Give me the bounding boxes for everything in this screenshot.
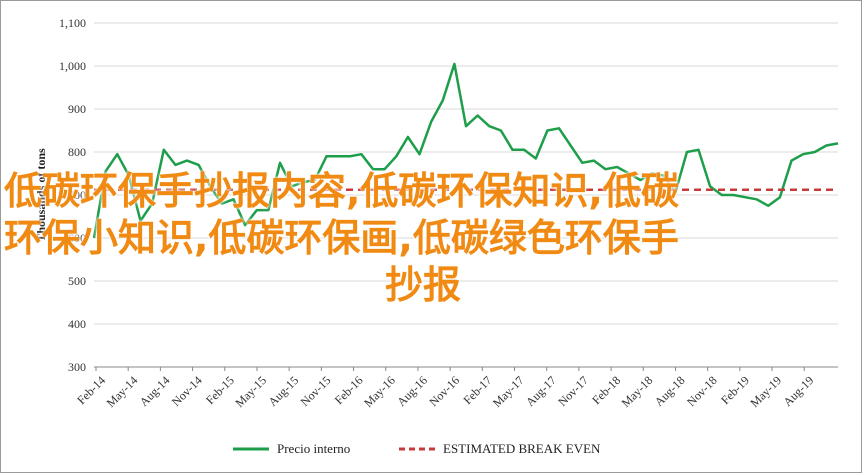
series-layer [92,62,839,239]
y-tick-label: 1,100 [59,16,86,30]
series-precio-interno-line [92,62,839,239]
y-tick-label: 300 [68,360,86,374]
y-tick-label: 400 [68,317,86,331]
x-tick-label: Aug-19 [781,373,817,409]
x-tick-label: Aug-18 [652,373,688,409]
x-tick-label: May-15 [232,373,269,410]
x-tick-label: Feb-14 [74,373,108,407]
x-tick-label: Feb-15 [203,373,237,407]
y-tick-labels: 300 400 500 600 700 800 900 1,000 1,100 [59,16,86,374]
y-tick-label: 700 [68,188,86,202]
x-tick-label: May-17 [490,373,527,410]
x-tick-label: Nov-14 [169,373,205,409]
x-tick-label: May-16 [361,373,398,410]
x-tick-label: Feb-19 [718,373,752,407]
y-tick-label: 600 [68,231,86,245]
legend-label-precio-interno: Precio interno [277,441,350,456]
x-tick-label: Nov-15 [298,373,334,409]
x-tick-label: May-14 [104,373,141,410]
y-tick-label: 900 [68,102,86,116]
legend-label-break-even: ESTIMATED BREAK EVEN [443,441,601,456]
x-tick-label: Aug-15 [265,373,301,409]
gridlines [94,22,838,325]
x-tick-label: Feb-16 [332,373,366,407]
y-axis-label: Thousands of tons [34,148,48,242]
y-tick-label: 500 [68,274,86,288]
x-tick-labels: Feb-14May-14Aug-14Nov-14Feb-15May-15Aug-… [74,373,816,410]
y-tick-label: 800 [68,145,86,159]
x-tick-label: Nov-17 [555,373,591,409]
x-tick-label: Aug-14 [137,373,173,409]
x-tick-label: Aug-16 [394,373,430,409]
x-tick-label: May-19 [747,373,784,410]
axes [94,366,838,371]
x-tick-label: May-18 [619,373,656,410]
x-tick-label: Nov-16 [426,373,462,409]
x-tick-label: Nov-18 [684,373,720,409]
x-tick-label: Feb-17 [460,373,494,407]
x-tick-label: Aug-17 [523,373,559,409]
legend: Precio interno ESTIMATED BREAK EVEN [233,441,601,456]
x-tick-label: Feb-18 [589,373,623,407]
y-tick-label: 1,000 [59,59,86,73]
